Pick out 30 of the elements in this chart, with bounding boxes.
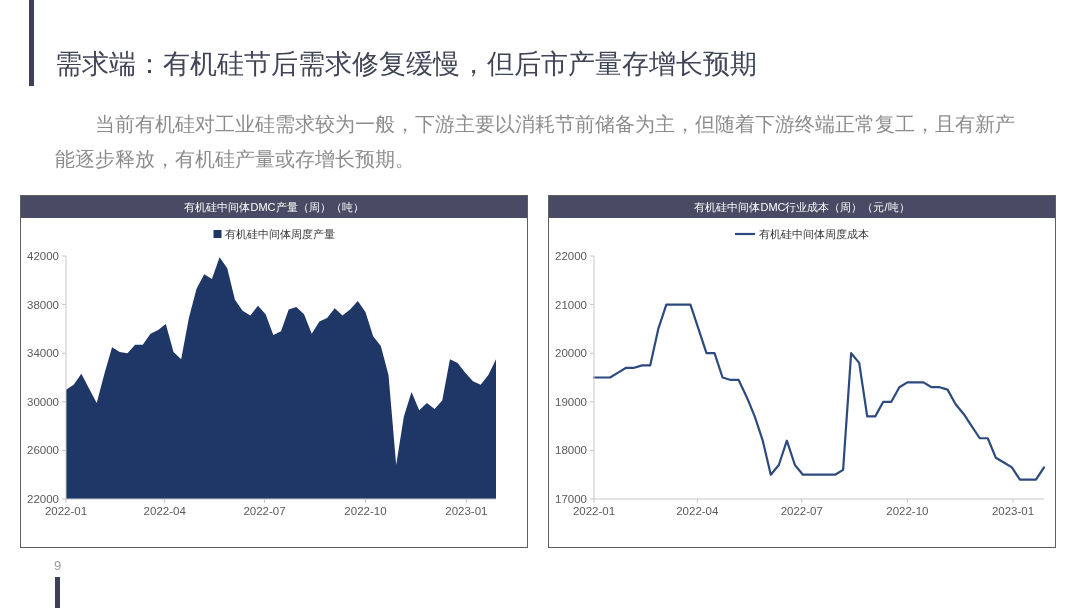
x-tick-label: 2022-01 [44,505,88,517]
x-tick-label: 2022-01 [572,505,616,517]
x-tick-label: 2023-01 [445,505,488,517]
text: 需求端：有机硅节后需求修复缓慢，但后市产量存增长预期 [55,48,757,81]
y-tick-label: 22000 [555,250,587,262]
line-series [592,303,1046,481]
legend-label: 有机硅中间体周度产量 [224,228,335,240]
text: 当前有机硅对工业硅需求较为一般，下游主要以消耗节前储备为主，但随着下游终端正常复工，且有新产能逐步释放，有机硅产量或存增长预期。 [55,112,1017,172]
y-tick-label: 17000 [555,493,587,505]
y-tick-label: 18000 [555,444,587,457]
x-tick-label: 2022-07 [243,505,286,517]
y-tick-label: 20000 [555,347,587,360]
legend-label: 有机硅中间体周度成本 [759,228,869,240]
y-tick-label: 19000 [555,395,587,408]
text: 9 [54,558,62,573]
y-tick-label: 22000 [27,493,59,505]
chart-title: 有机硅中间体DMC产量（周）（吨） [184,201,364,213]
x-tick-label: 2022-04 [143,505,187,517]
y-tick-label: 42000 [27,250,59,262]
y-tick-label: 38000 [27,298,59,311]
x-tick-label: 2022-04 [676,505,720,517]
chart-title: 有机硅中间体DMC行业成本（周）（元/吨） [694,201,910,213]
x-tick-label: 2023-01 [991,505,1035,517]
y-tick-label: 26000 [27,444,59,457]
x-tick-label: 2022-07 [780,505,823,517]
y-tick-label: 34000 [27,347,59,360]
x-tick-label: 2022-10 [344,505,387,517]
x-tick-label: 2022-10 [886,505,929,517]
y-tick-label: 21000 [555,298,587,311]
y-tick-label: 30000 [27,395,59,408]
